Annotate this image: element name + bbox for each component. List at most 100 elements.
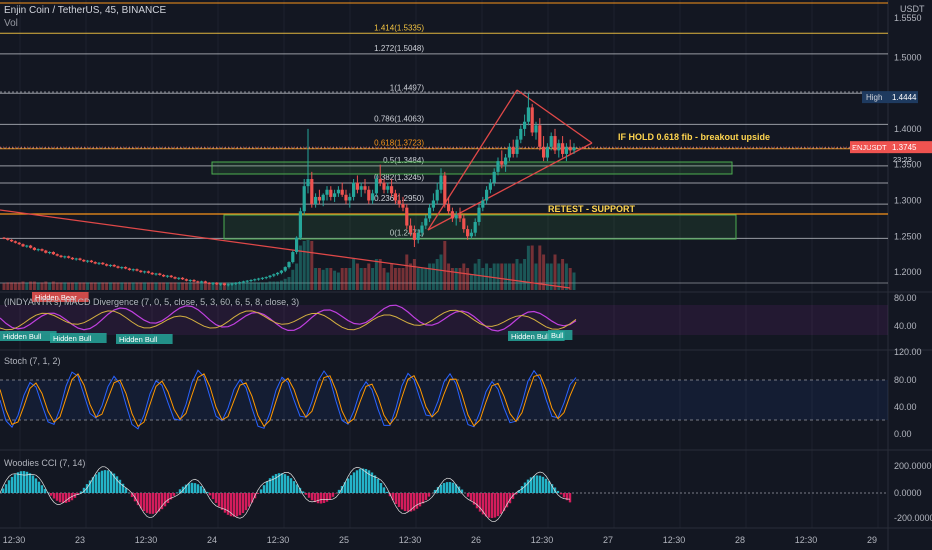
stoch-d-line: [0, 373, 577, 428]
volume-bar: [165, 282, 169, 290]
fib-level-label: 1.414(1.5335): [374, 23, 424, 32]
candle-body: [291, 252, 295, 263]
volume-bar: [222, 282, 226, 290]
candle-body: [409, 225, 413, 233]
high-price-tag: [862, 91, 918, 104]
candle-body: [523, 121, 527, 129]
volume-bar: [428, 263, 432, 290]
volume-bar: [154, 282, 158, 290]
time-tick-label: 12:30: [267, 535, 290, 545]
candle-body: [420, 225, 424, 233]
volume-bar: [32, 281, 36, 290]
volume-bar: [264, 282, 268, 290]
volume-bar: [538, 245, 542, 290]
candle-body: [401, 204, 405, 208]
macd-tick-label: 80.00: [894, 293, 917, 303]
volume-bar: [515, 259, 519, 290]
candle-body: [70, 257, 74, 260]
last-price-value: 1.3745: [892, 143, 917, 152]
candle-body: [86, 260, 90, 262]
volume-bar: [169, 282, 173, 290]
candle-body: [162, 274, 166, 277]
divergence-label: Hidden Bull: [119, 335, 158, 344]
volume-bar: [295, 263, 299, 290]
divergence-label-box: [116, 334, 173, 344]
divergence-label: Hidden Bull: [3, 332, 42, 341]
candle-body: [302, 186, 306, 212]
volume-bar: [268, 281, 272, 290]
volume-bar: [241, 282, 245, 290]
divergence-label: Bull: [551, 331, 564, 340]
candle-body: [477, 207, 481, 222]
candle-body: [249, 279, 253, 281]
volume-bar: [325, 268, 329, 290]
volume-bar: [549, 263, 553, 290]
candle-body: [568, 146, 572, 151]
volume-bar: [253, 282, 257, 290]
candle-body: [10, 239, 14, 242]
divergence-label-box: [50, 333, 107, 343]
candle-body: [124, 267, 128, 269]
candle-body: [177, 277, 181, 279]
volume-bar: [279, 280, 283, 290]
cci-tick-label: -200.0000: [894, 513, 932, 523]
volume-bar: [89, 282, 93, 290]
fib-level-label: 0.5(1.3484): [383, 156, 424, 165]
volume-bar: [219, 282, 223, 290]
candle-body: [458, 214, 462, 219]
candle-body: [485, 189, 489, 201]
fib-level-label: 0.618(1.3723): [374, 139, 424, 148]
volume-bar: [500, 263, 504, 290]
macd-panel-title: (INDYANTR's) MACD Divergence (7, 0, 5, c…: [4, 297, 300, 307]
volume-bar: [507, 263, 511, 290]
candle-body: [55, 254, 59, 256]
candle-body: [272, 274, 276, 276]
volume-bar: [545, 263, 549, 290]
volume-bar: [184, 282, 188, 290]
candle-body: [530, 107, 534, 133]
candle-body: [51, 252, 55, 255]
candle-body: [371, 193, 375, 201]
volume-bar: [188, 282, 192, 290]
volume-bar: [211, 282, 215, 290]
volume-bar: [367, 263, 371, 290]
candle-body: [393, 193, 397, 201]
volume-bar: [336, 272, 340, 290]
volume-bar: [534, 263, 538, 290]
candle-body: [200, 281, 204, 283]
volume-bar: [481, 268, 485, 290]
candle-body: [336, 189, 340, 194]
candle-body: [564, 146, 568, 154]
candle-body: [2, 237, 6, 239]
volume-bar: [526, 245, 530, 290]
fib-level-label: 1.272(1.5048): [374, 44, 424, 53]
time-tick-label: 12:30: [531, 535, 554, 545]
candle-body: [310, 179, 314, 205]
volume-bar: [401, 268, 405, 290]
volume-bar: [105, 282, 109, 290]
countdown-label: 23:23: [893, 155, 912, 164]
volume-bar: [477, 259, 481, 290]
candle-body: [17, 242, 21, 245]
divergence-label: Hidden Bear: [35, 293, 77, 302]
volume-bar: [245, 282, 249, 290]
volume-bar: [561, 259, 565, 290]
price-tick-label: 1.2000: [894, 267, 922, 277]
volume-bar: [363, 268, 367, 290]
candle-body: [238, 282, 242, 284]
triangle-upper-left-line: [427, 89, 518, 231]
volume-bar: [101, 282, 105, 290]
candle-body: [450, 211, 454, 219]
candle-body: [538, 125, 542, 147]
candle-body: [120, 267, 124, 269]
volume-bar: [21, 281, 25, 290]
fib-level-label: 0(1.2471): [390, 228, 425, 237]
candle-body: [207, 282, 211, 284]
candle-body: [89, 260, 93, 263]
macd-tick-label: 40.00: [894, 321, 917, 331]
volume-bar: [17, 282, 21, 290]
volume-bar: [462, 263, 466, 290]
volume-bar: [519, 263, 523, 290]
time-tick-label: 28: [735, 535, 745, 545]
